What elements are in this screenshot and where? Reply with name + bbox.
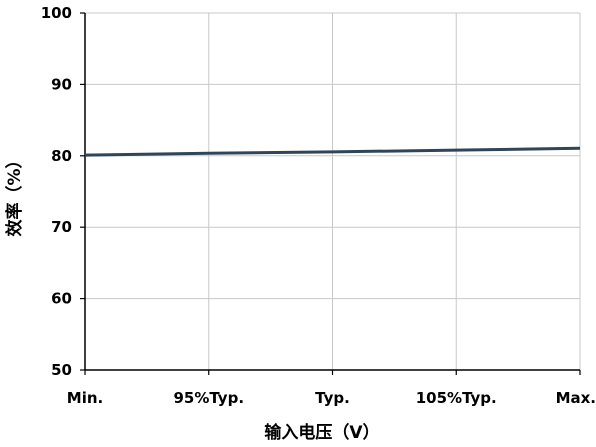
x-tick-label-0: Min. <box>67 389 103 407</box>
x-tick-label-4: Max. <box>556 389 596 407</box>
series-lines <box>84 146 581 157</box>
y-tick-label-2: 70 <box>51 218 72 236</box>
y-tick-label-1: 60 <box>51 290 72 308</box>
x-tick-label-3: 105%Typ. <box>416 389 497 407</box>
y-tick-label-3: 80 <box>51 147 72 165</box>
y-tick-labels: 50 60 70 80 90 100 <box>41 4 72 379</box>
gridlines <box>85 12 581 370</box>
x-tick-label-2: Typ. <box>315 389 350 407</box>
y-tick-label-0: 50 <box>51 361 72 379</box>
x-axis-title: 输入电压（V） <box>264 422 379 443</box>
y-tick-label-5: 100 <box>41 4 72 22</box>
x-tick-label-1: 95%Typ. <box>173 389 244 407</box>
y-axis-title: 效率（%） <box>4 151 25 236</box>
y-tick-label-4: 90 <box>51 75 72 93</box>
x-tick-labels: Min. 95%Typ. Typ. 105%Typ. Max. <box>67 389 596 407</box>
axes <box>80 12 581 375</box>
